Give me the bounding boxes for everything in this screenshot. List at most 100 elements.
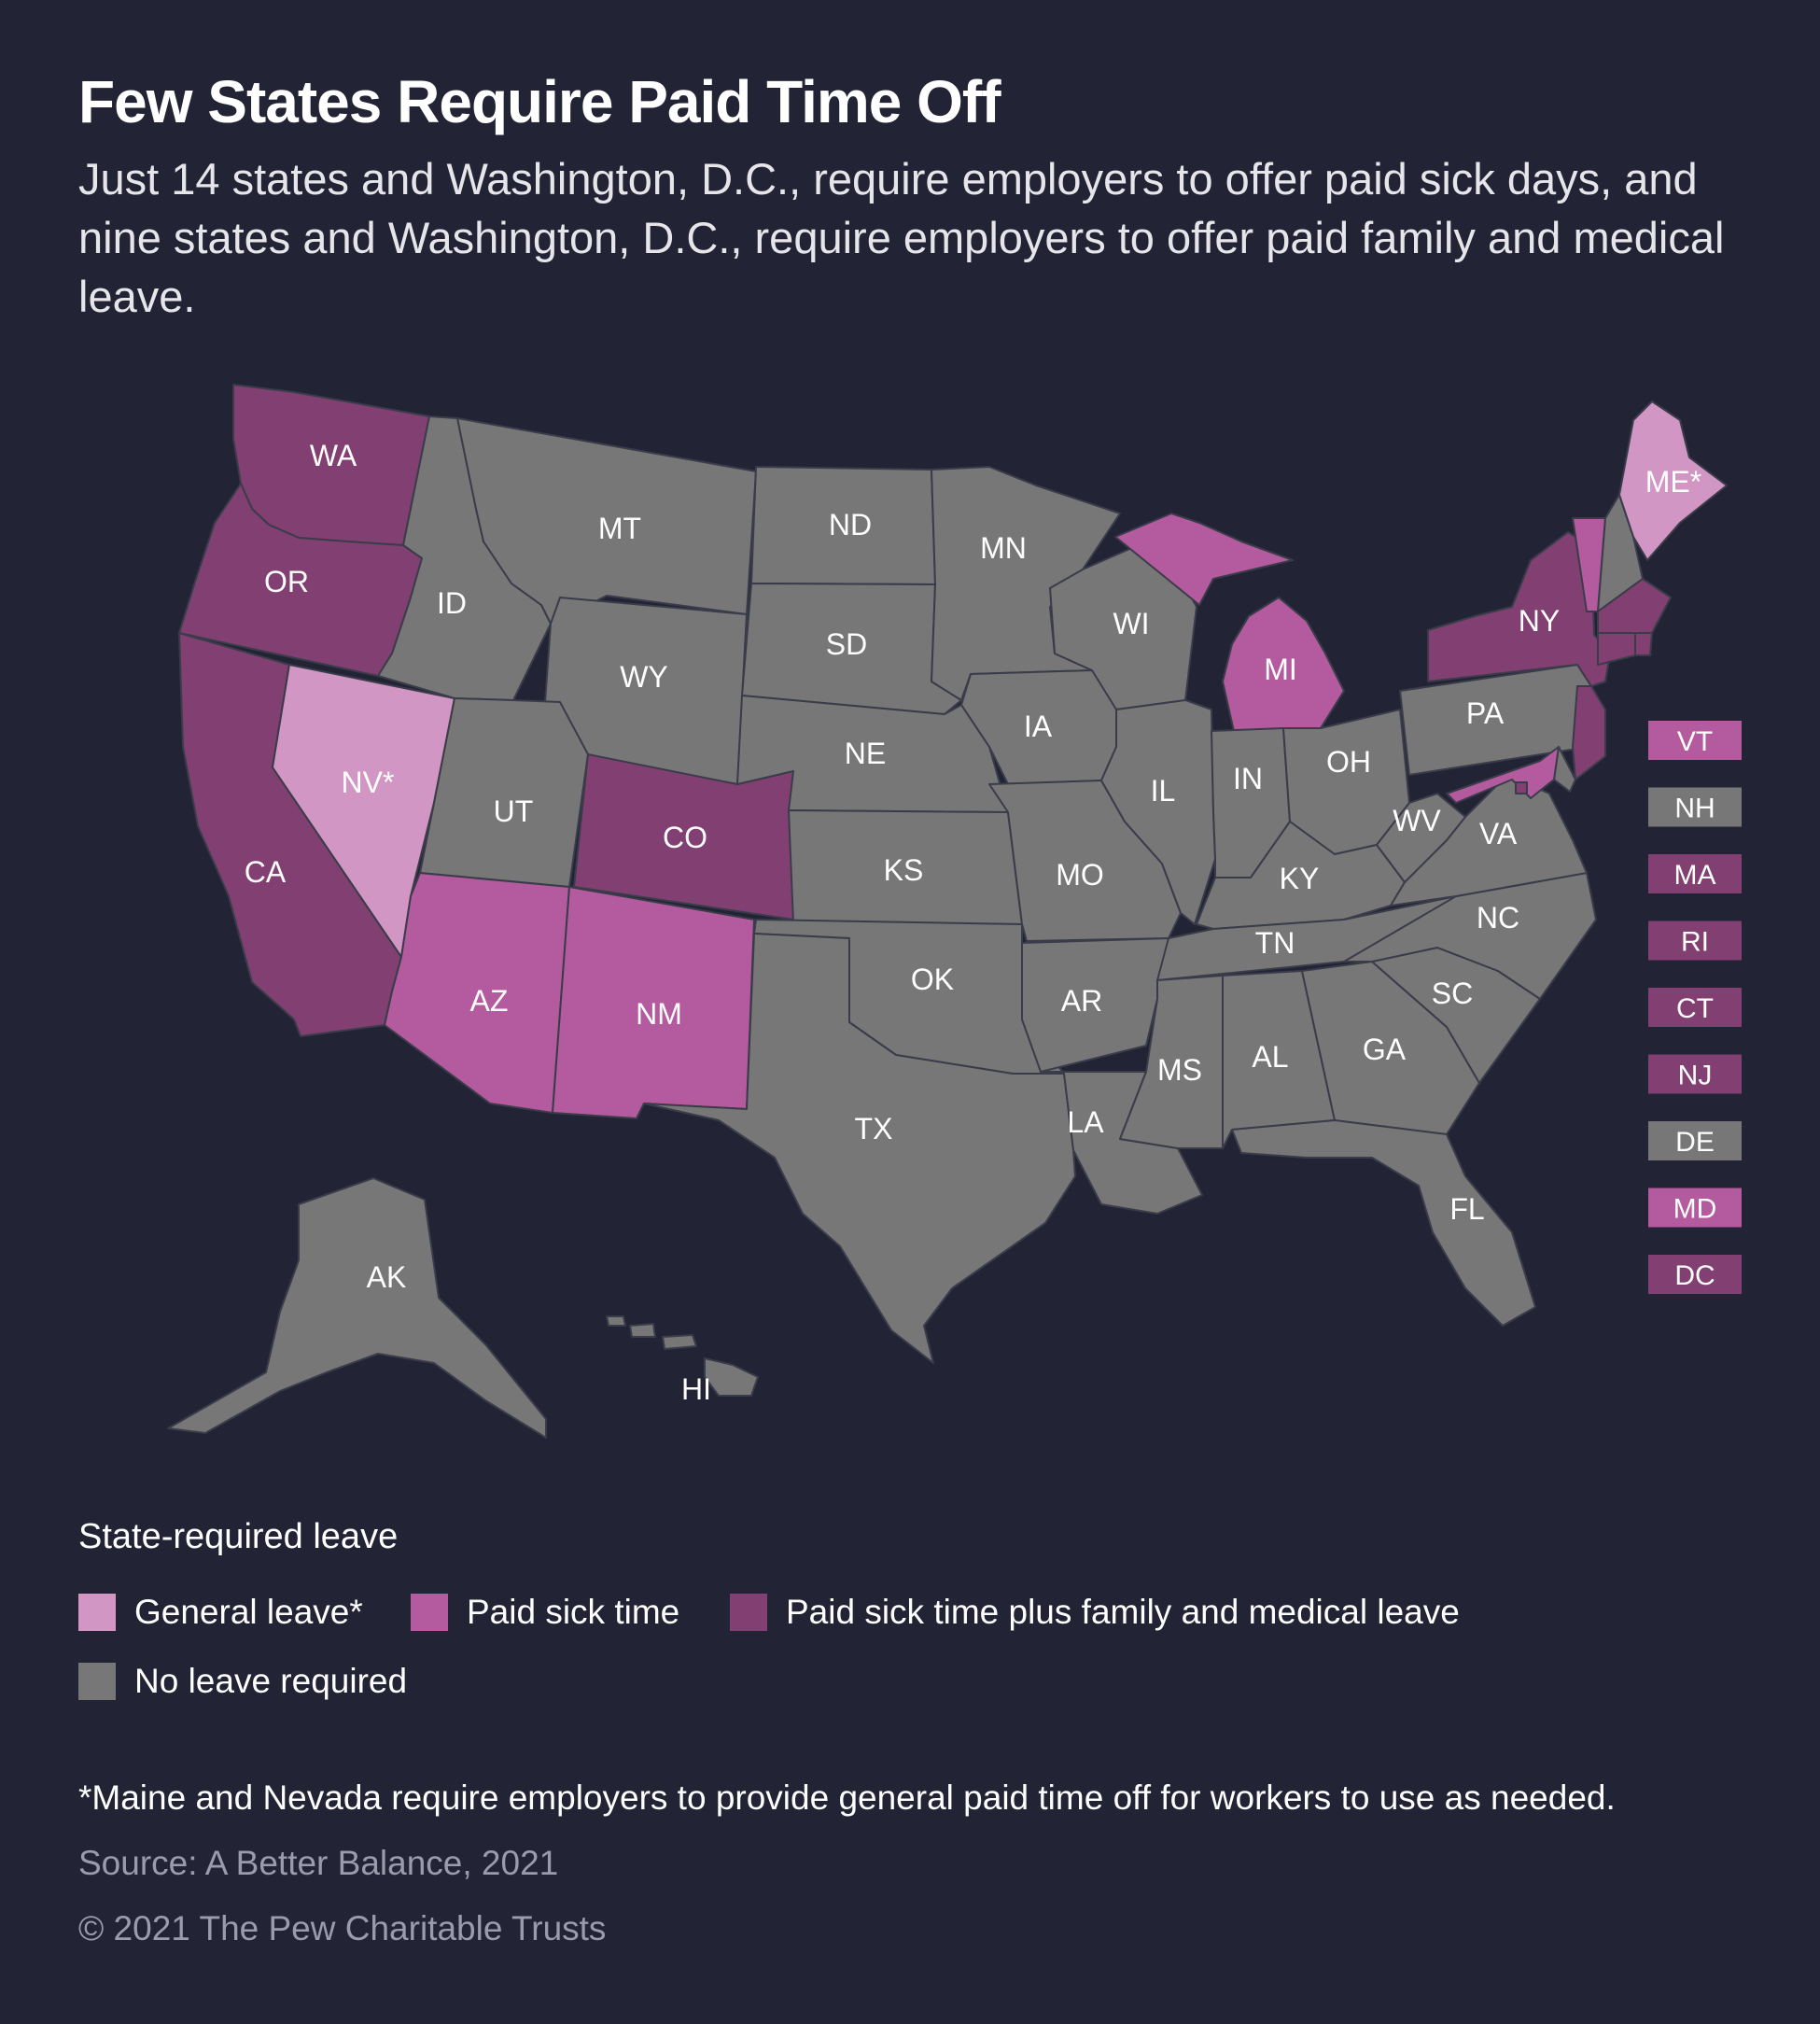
state-label-me: ME*	[1645, 465, 1701, 499]
legend-swatch-sick-family	[730, 1594, 767, 1631]
state-ak	[167, 1177, 547, 1439]
small-state-box-label-ct: CT	[1676, 993, 1714, 1024]
small-state-box-label-nh: NH	[1674, 794, 1715, 824]
state-me	[1618, 401, 1728, 561]
small-state-box-bg-ri	[1648, 921, 1742, 961]
state-md	[1446, 746, 1560, 804]
small-state-box-bg-vt	[1648, 721, 1742, 760]
state-label-wa: WA	[310, 439, 357, 472]
small-state-box-bg-ct	[1648, 988, 1742, 1027]
small-state-box-label-md: MD	[1673, 1194, 1717, 1225]
state-il	[1100, 699, 1216, 925]
legend-label-general: General leave*	[134, 1593, 363, 1631]
states-layer	[167, 384, 1728, 1439]
state-label-pa: PA	[1466, 696, 1505, 730]
state-ct	[1597, 632, 1636, 666]
small-state-boxes: VT NH MA RI CT NJ DE MD DC	[1648, 721, 1742, 1294]
small-state-box-ma: MA	[1648, 854, 1742, 893]
state-nj	[1572, 685, 1606, 780]
small-state-box-md: MD	[1648, 1188, 1742, 1228]
state-ma	[1597, 578, 1672, 634]
state-label-ms: MS	[1157, 1053, 1202, 1087]
state-wi	[1049, 546, 1197, 710]
legend-label-none: No leave required	[134, 1662, 408, 1700]
state-label-ga: GA	[1363, 1033, 1407, 1066]
state-label-ok: OK	[911, 963, 954, 996]
state-label-ky: KY	[1280, 862, 1320, 895]
state-label-ny: NY	[1519, 604, 1560, 638]
small-state-box-bg-dc	[1648, 1255, 1742, 1294]
small-state-box-bg-ma	[1648, 854, 1742, 893]
footnote: *Maine and Nevada require employers to p…	[78, 1778, 1616, 1817]
state-label-oh: OH	[1326, 745, 1371, 779]
small-state-box-label-ma: MA	[1674, 860, 1716, 891]
legend-item-sick: Paid sick time	[411, 1592, 679, 1633]
state-fl	[1231, 1119, 1536, 1327]
small-state-box-label-vt: VT	[1677, 726, 1713, 757]
state-label-la: LA	[1067, 1105, 1104, 1139]
state-label-tn: TN	[1255, 926, 1295, 960]
state-label-va: VA	[1479, 817, 1518, 850]
small-state-box-bg-de	[1648, 1121, 1742, 1160]
legend-label-sick-family: Paid sick time plus family and medical l…	[786, 1593, 1460, 1631]
state-label-or: OR	[264, 565, 309, 598]
source-note: Source: A Better Balance, 2021	[78, 1844, 559, 1882]
small-state-box-label-dc: DC	[1674, 1260, 1715, 1291]
small-state-box-bg-nh	[1648, 787, 1742, 827]
copyright-note: © 2021 The Pew Charitable Trusts	[78, 1909, 607, 1947]
chart-title: Few States Require Paid Time Off	[78, 68, 1001, 135]
state-label-ne: NE	[845, 737, 886, 770]
state-tx	[643, 933, 1076, 1364]
state-label-ut: UT	[494, 794, 534, 828]
small-state-box-ct: CT	[1648, 988, 1742, 1027]
legend-swatch-none	[78, 1663, 116, 1700]
state-label-az: AZ	[470, 984, 509, 1018]
state-label-ak: AK	[367, 1260, 407, 1294]
state-dc	[1515, 781, 1528, 794]
small-state-box-bg-nj	[1648, 1054, 1742, 1094]
small-state-box-label-ri: RI	[1681, 927, 1709, 958]
state-label-nm: NM	[636, 997, 682, 1031]
state-label-nc: NC	[1477, 901, 1519, 935]
small-state-box-bg-md	[1648, 1188, 1742, 1228]
small-state-box-nh: NH	[1648, 787, 1742, 827]
small-state-box-dc: DC	[1648, 1255, 1742, 1294]
state-labels-layer: WA OR CA NV* ID MT WY UT CO AZ NM ND SD NE KS OK TX MN IA M…	[245, 439, 1701, 1406]
legend-label-sick: Paid sick time	[467, 1593, 680, 1631]
state-mi	[1114, 513, 1345, 732]
state-label-hi: HI	[681, 1372, 711, 1406]
state-label-fl: FL	[1449, 1192, 1484, 1226]
state-nh	[1597, 494, 1644, 612]
small-state-box-vt: VT	[1648, 721, 1742, 760]
state-label-sd: SD	[826, 627, 867, 661]
state-label-wv: WV	[1393, 804, 1441, 837]
legend-swatch-sick	[411, 1594, 448, 1631]
state-label-mn: MN	[980, 531, 1027, 565]
state-label-in: IN	[1233, 762, 1263, 795]
state-label-wy: WY	[620, 660, 668, 694]
legend-item-general: General leave*	[78, 1592, 363, 1633]
chart-subtitle: Just 14 states and Washington, D.C., req…	[78, 154, 1725, 321]
small-state-box-de: DE	[1648, 1121, 1742, 1160]
state-hi	[606, 1315, 759, 1397]
state-label-ca: CA	[245, 855, 287, 889]
small-state-box-label-nj: NJ	[1678, 1061, 1713, 1091]
legend-swatch-general	[78, 1594, 116, 1631]
state-label-nv: NV*	[342, 766, 395, 799]
state-label-sc: SC	[1432, 977, 1473, 1010]
state-ut	[419, 697, 589, 888]
state-label-il: IL	[1151, 774, 1176, 808]
state-label-ia: IA	[1024, 710, 1053, 743]
us-map: WA OR CA NV* ID MT WY UT CO AZ NM ND SD NE KS OK TX MN IA M…	[167, 384, 1742, 1439]
state-label-mi: MI	[1264, 653, 1297, 686]
state-ny	[1427, 531, 1611, 687]
state-label-al: AL	[1252, 1040, 1288, 1074]
state-label-nd: ND	[829, 508, 872, 541]
state-label-id: ID	[437, 586, 467, 620]
state-label-mt: MT	[598, 512, 641, 545]
legend-title: State-required leave	[78, 1517, 399, 1556]
legend-item-none: No leave required	[78, 1661, 407, 1702]
state-mt	[456, 417, 757, 625]
state-label-tx: TX	[855, 1112, 893, 1146]
small-state-box-ri: RI	[1648, 921, 1742, 961]
